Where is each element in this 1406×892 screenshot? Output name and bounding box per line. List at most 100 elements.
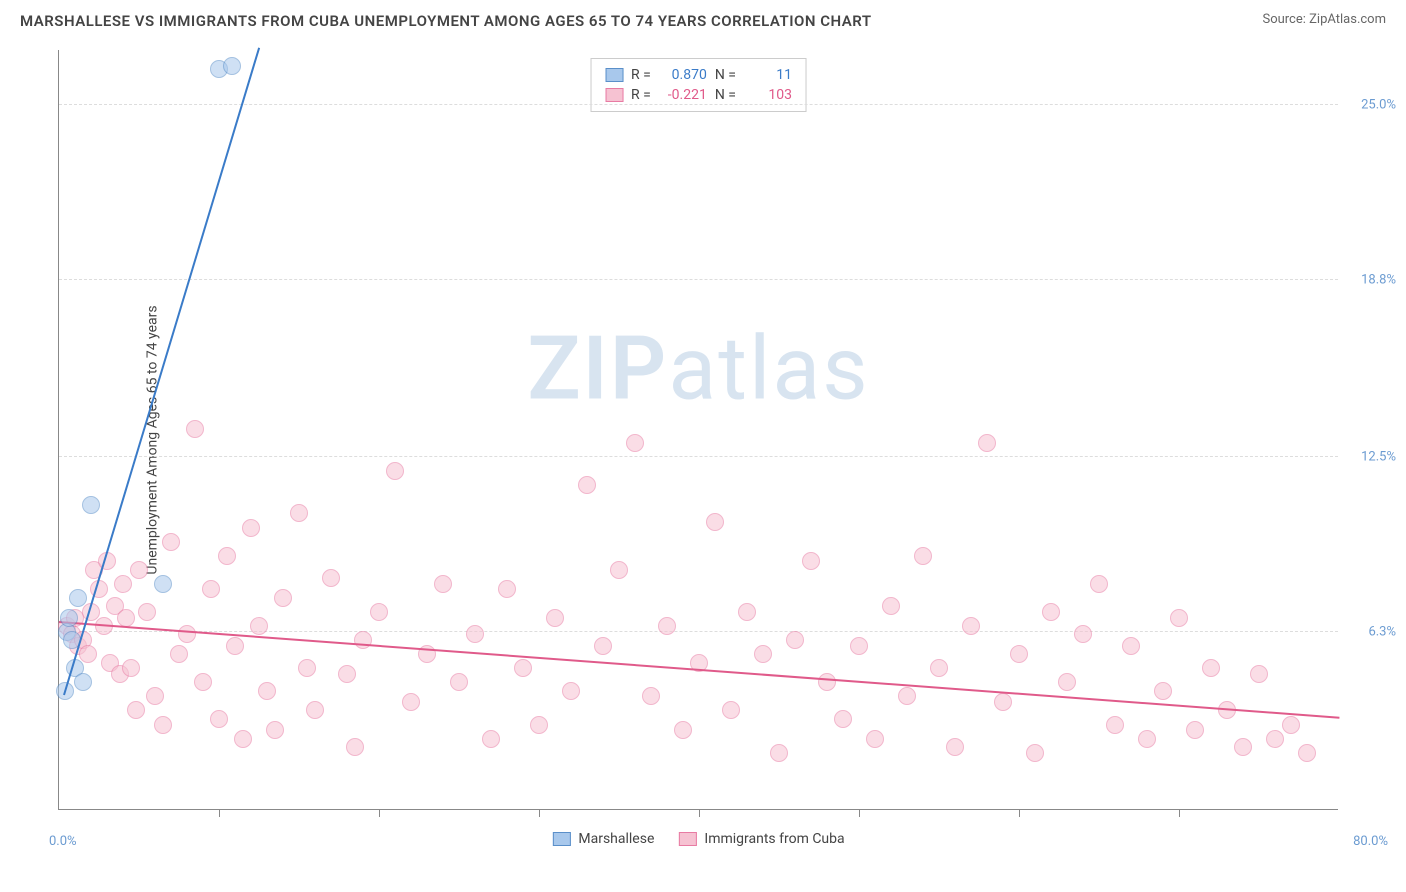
plot-area: ZIPatlas R = 0.870 N = 11 R = -0.221 N =… bbox=[58, 50, 1338, 810]
legend-label-1: Marshallese bbox=[578, 831, 654, 847]
data-point bbox=[866, 730, 884, 748]
data-point bbox=[898, 687, 916, 705]
n-value-2: 103 bbox=[744, 87, 792, 103]
data-point bbox=[298, 659, 316, 677]
data-point bbox=[1122, 637, 1140, 655]
data-point bbox=[162, 533, 180, 551]
data-point bbox=[226, 637, 244, 655]
data-point bbox=[218, 547, 236, 565]
data-point bbox=[258, 682, 276, 700]
data-point bbox=[1250, 665, 1268, 683]
data-point bbox=[706, 513, 724, 531]
n-value-1: 11 bbox=[744, 67, 792, 83]
data-point bbox=[1074, 625, 1092, 643]
x-tick bbox=[1019, 809, 1020, 817]
r-value-2: -0.221 bbox=[659, 87, 707, 103]
data-point bbox=[1154, 682, 1172, 700]
data-point bbox=[1042, 603, 1060, 621]
chart-title: MARSHALLESE VS IMMIGRANTS FROM CUBA UNEM… bbox=[20, 12, 872, 30]
data-point bbox=[1058, 673, 1076, 691]
data-point bbox=[978, 434, 996, 452]
data-point bbox=[290, 504, 308, 522]
data-point bbox=[1186, 721, 1204, 739]
data-point bbox=[626, 434, 644, 452]
swatch-series2 bbox=[605, 88, 623, 102]
data-point bbox=[69, 589, 87, 607]
x-tick bbox=[1179, 809, 1180, 817]
x-tick bbox=[539, 809, 540, 817]
data-point bbox=[450, 673, 468, 691]
data-point bbox=[74, 673, 92, 691]
data-point bbox=[482, 730, 500, 748]
data-point bbox=[146, 687, 164, 705]
grid-line bbox=[59, 104, 1338, 105]
data-point bbox=[202, 580, 220, 598]
y-tick-label: 6.3% bbox=[1346, 624, 1396, 639]
data-point bbox=[1266, 730, 1284, 748]
y-tick-label: 25.0% bbox=[1346, 98, 1396, 113]
data-point bbox=[242, 519, 260, 537]
x-tick bbox=[699, 809, 700, 817]
grid-line bbox=[59, 279, 1338, 280]
data-point bbox=[1202, 659, 1220, 677]
stats-row-series2: R = -0.221 N = 103 bbox=[605, 85, 792, 105]
stats-row-series1: R = 0.870 N = 11 bbox=[605, 65, 792, 85]
data-point bbox=[1090, 575, 1108, 593]
data-point bbox=[802, 552, 820, 570]
data-point bbox=[82, 496, 100, 514]
data-point bbox=[1106, 716, 1124, 734]
legend-item-2: Immigrants from Cuba bbox=[678, 831, 844, 847]
data-point bbox=[1282, 716, 1300, 734]
data-point bbox=[370, 603, 388, 621]
data-point bbox=[946, 738, 964, 756]
x-tick bbox=[379, 809, 380, 817]
data-point bbox=[154, 716, 172, 734]
data-point bbox=[114, 575, 132, 593]
data-point bbox=[130, 561, 148, 579]
data-point bbox=[122, 659, 140, 677]
data-point bbox=[994, 693, 1012, 711]
data-point bbox=[1010, 645, 1028, 663]
data-point bbox=[642, 687, 660, 705]
r-label-1: R = bbox=[631, 67, 651, 83]
n-label-2: N = bbox=[715, 87, 736, 103]
data-point bbox=[274, 589, 292, 607]
data-point bbox=[1234, 738, 1252, 756]
data-point bbox=[850, 637, 868, 655]
data-point bbox=[914, 547, 932, 565]
data-point bbox=[234, 730, 252, 748]
grid-line bbox=[59, 456, 1338, 457]
data-point bbox=[770, 744, 788, 762]
chart-header: MARSHALLESE VS IMMIGRANTS FROM CUBA UNEM… bbox=[0, 0, 1406, 38]
data-point bbox=[1026, 744, 1044, 762]
trend-line bbox=[59, 621, 1339, 719]
legend-label-2: Immigrants from Cuba bbox=[704, 831, 844, 847]
y-tick-label: 12.5% bbox=[1346, 450, 1396, 465]
watermark: ZIPatlas bbox=[527, 317, 869, 420]
x-tick bbox=[859, 809, 860, 817]
x-axis-min-label: 0.0% bbox=[49, 834, 77, 849]
n-label-1: N = bbox=[715, 67, 736, 83]
r-value-1: 0.870 bbox=[659, 67, 707, 83]
source-attribution: Source: ZipAtlas.com bbox=[1262, 12, 1386, 27]
y-tick-label: 18.8% bbox=[1346, 272, 1396, 287]
data-point bbox=[594, 637, 612, 655]
data-point bbox=[834, 710, 852, 728]
data-point bbox=[194, 673, 212, 691]
r-label-2: R = bbox=[631, 87, 651, 103]
data-point bbox=[354, 631, 372, 649]
data-point bbox=[386, 462, 404, 480]
data-point bbox=[186, 420, 204, 438]
chart-area: Unemployment Among Ages 65 to 74 years Z… bbox=[58, 50, 1378, 830]
data-point bbox=[930, 659, 948, 677]
data-point bbox=[786, 631, 804, 649]
swatch-series1 bbox=[605, 68, 623, 82]
data-point bbox=[434, 575, 452, 593]
x-axis-max-label: 80.0% bbox=[1353, 834, 1388, 849]
data-point bbox=[674, 721, 692, 739]
data-point bbox=[266, 721, 284, 739]
data-point bbox=[250, 617, 268, 635]
data-point bbox=[1138, 730, 1156, 748]
legend-swatch-1 bbox=[552, 832, 570, 846]
data-point bbox=[738, 603, 756, 621]
